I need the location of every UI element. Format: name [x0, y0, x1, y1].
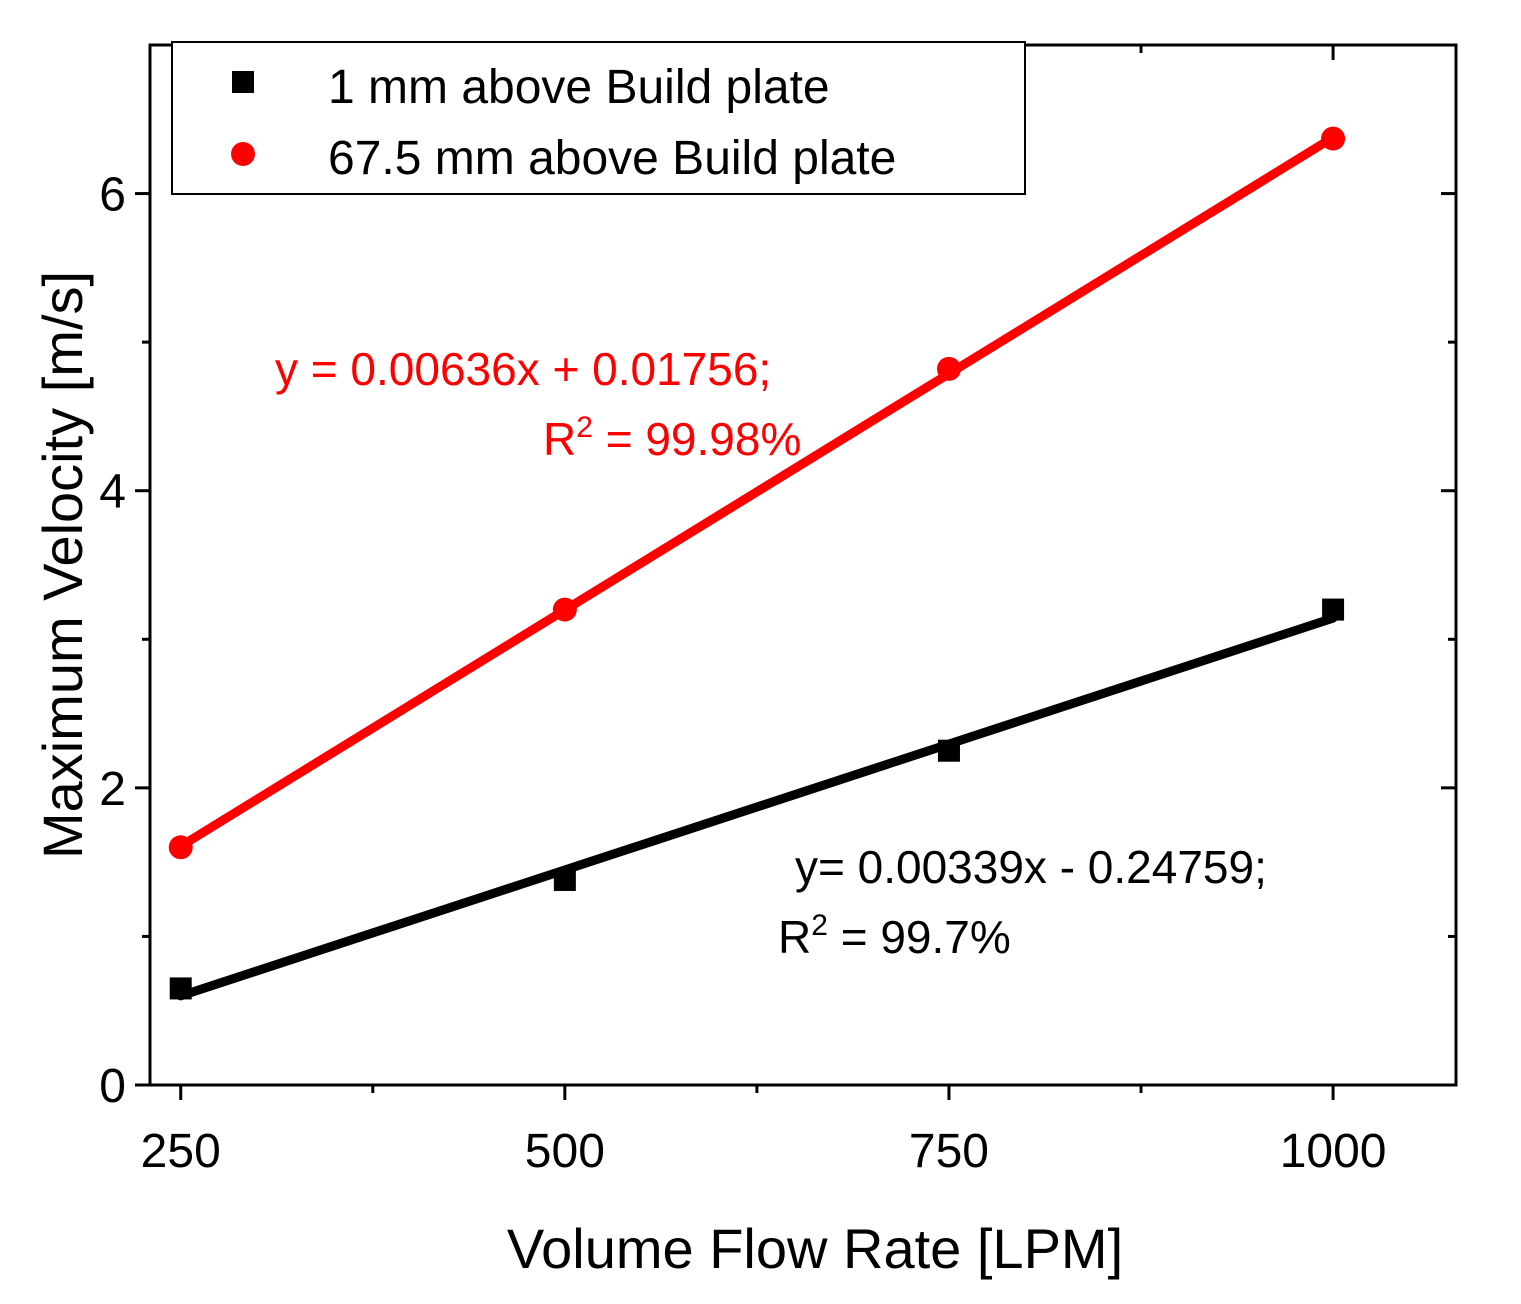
y-tick-label: 2 — [99, 763, 126, 816]
tick-labels: 250 500 750 1000 0 2 4 6 — [99, 169, 1386, 1178]
x-tick-label: 250 — [141, 1125, 221, 1178]
data-point-series-2 — [1321, 126, 1346, 151]
y-tick-label: 6 — [99, 169, 126, 222]
data-point-series-2 — [936, 356, 961, 381]
fit-r2-red: R2 = 99.98% — [543, 411, 801, 465]
fit-r2-red-sup: 2 — [576, 411, 593, 444]
y-tick-label: 4 — [99, 466, 126, 519]
legend-box — [171, 41, 1026, 195]
y-tick-label: 0 — [99, 1060, 126, 1113]
legend-marker-circle — [231, 142, 255, 166]
data-point-series-1 — [937, 739, 960, 762]
legend-label-series-2: 67.5 mm above Build plate — [328, 132, 896, 185]
fit-r2-red-prefix: R — [543, 413, 576, 465]
data-point-series-2 — [552, 597, 577, 622]
fit-r2-black: R2 = 99.7% — [778, 909, 1011, 963]
x-tick-label: 750 — [909, 1125, 989, 1178]
x-tick-label: 500 — [525, 1125, 605, 1178]
x-axis-title: Volume Flow Rate [LPM] — [507, 1217, 1123, 1280]
fit-line-series-2 — [176, 132, 1338, 851]
x-tick-label: 1000 — [1280, 1125, 1387, 1178]
legend-label-series-1: 1 mm above Build plate — [328, 61, 830, 114]
fit-r2-red-value: = 99.98% — [593, 413, 801, 465]
fit-r2-black-sup: 2 — [811, 909, 828, 942]
fit-equation-red: y = 0.00636x + 0.01756; — [275, 343, 771, 395]
data-markers — [168, 126, 1346, 1000]
data-point-series-1 — [553, 868, 576, 891]
fit-r2-black-prefix: R — [778, 911, 811, 963]
fit-line-series-1 — [176, 613, 1338, 1001]
legend-marker-square — [232, 71, 254, 93]
data-point-series-2 — [168, 835, 193, 860]
fit-equation-black: y= 0.00339x - 0.24759; — [795, 841, 1267, 893]
legend: 1 mm above Build plate 67.5 mm above Bui… — [171, 41, 1026, 195]
fit-r2-black-value: = 99.7% — [828, 911, 1011, 963]
y-axis-title: Maximum Velocity [m/s] — [31, 271, 94, 859]
data-point-series-1 — [1322, 598, 1345, 621]
fit-lines — [176, 132, 1338, 1001]
data-point-series-1 — [169, 977, 192, 1000]
